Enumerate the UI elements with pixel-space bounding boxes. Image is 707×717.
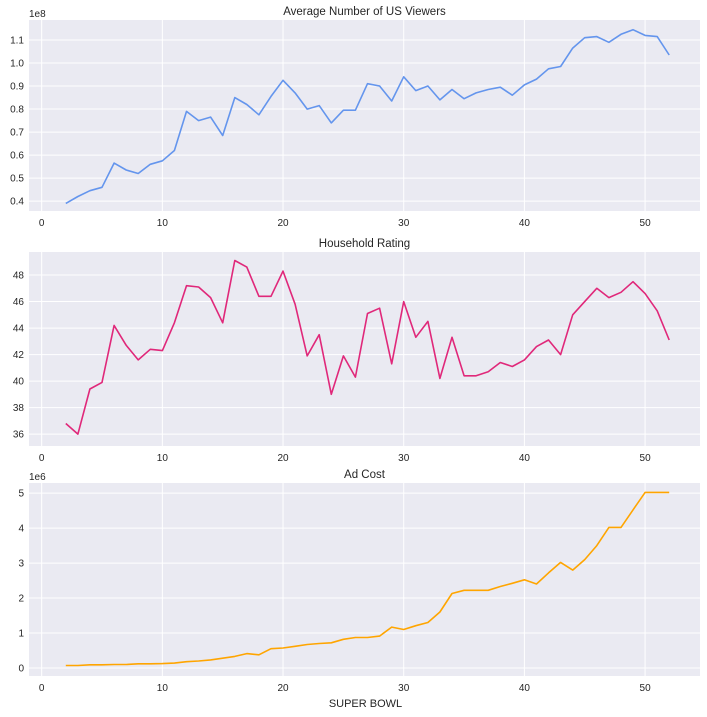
y-tick-label: 0.9 bbox=[10, 82, 24, 93]
x-tick-label: 40 bbox=[519, 453, 531, 464]
x-tick-label: 0 bbox=[39, 218, 45, 229]
chart-title: Average Number of US Viewers bbox=[283, 6, 446, 18]
y-tick-label: 0 bbox=[18, 663, 24, 674]
y-tick-label: 44 bbox=[13, 324, 25, 335]
x-axis-label: SUPER BOWL bbox=[329, 698, 402, 710]
y-tick-label: 4 bbox=[18, 524, 24, 535]
y-tick-label: 1.1 bbox=[10, 36, 24, 47]
x-tick-label: 40 bbox=[519, 218, 531, 229]
x-tick-label: 20 bbox=[277, 683, 289, 694]
x-tick-label: 30 bbox=[398, 683, 410, 694]
x-tick-label: 20 bbox=[277, 218, 289, 229]
series-line bbox=[65, 491, 670, 667]
y-tick-label: 38 bbox=[13, 403, 25, 414]
series-line bbox=[65, 259, 670, 435]
x-tick-label: 10 bbox=[157, 218, 169, 229]
x-tick-label: 0 bbox=[39, 683, 45, 694]
subplot-1: 0 10 20 30 40 50 0.4 0.5 0.6 0.7 0.8 0.9 1.0 1.1 Avera… bbox=[10, 6, 700, 229]
x-tick-label: 50 bbox=[640, 683, 652, 694]
x-tick-label: 40 bbox=[519, 683, 531, 694]
offset-label: 1e6 bbox=[29, 472, 46, 483]
y-tick-label: 0.5 bbox=[10, 174, 24, 185]
y-tick-label: 0.7 bbox=[10, 128, 24, 139]
x-tick-label: 50 bbox=[640, 453, 652, 464]
y-tick-label: 40 bbox=[13, 377, 25, 388]
x-tick-label: 30 bbox=[398, 218, 410, 229]
y-tick-label: 0.4 bbox=[10, 197, 24, 208]
x-tick-label: 50 bbox=[640, 218, 652, 229]
x-tick-label: 10 bbox=[157, 453, 169, 464]
plot-area bbox=[29, 20, 700, 211]
y-tick-label: 36 bbox=[13, 430, 25, 441]
plot-area bbox=[29, 483, 700, 676]
x-tick-label: 30 bbox=[398, 453, 410, 464]
y-tick-label: 3 bbox=[18, 559, 24, 570]
plot-area bbox=[29, 252, 700, 446]
y-tick-label: 5 bbox=[18, 489, 24, 500]
offset-label: 1e8 bbox=[29, 9, 46, 20]
chart-title: Ad Cost bbox=[344, 469, 386, 481]
subplot-2: 0 10 20 30 40 50 36 38 40 42 44 46 48 Household Ratin… bbox=[13, 238, 700, 464]
y-tick-label: 42 bbox=[13, 350, 25, 361]
subplot-3: 0 10 20 30 40 50 0 1 2 3 4 5 Ad Cost 1e6 SUPER BOWL bbox=[18, 469, 700, 710]
y-tick-label: 2 bbox=[18, 594, 24, 605]
chart-title: Household Rating bbox=[319, 238, 410, 250]
series-line bbox=[65, 28, 670, 205]
y-tick-label: 1 bbox=[18, 628, 24, 639]
y-tick-label: 1.0 bbox=[10, 59, 24, 70]
x-tick-label: 20 bbox=[277, 453, 289, 464]
y-tick-label: 46 bbox=[13, 297, 25, 308]
y-tick-label: 0.6 bbox=[10, 151, 24, 162]
y-tick-label: 0.8 bbox=[10, 105, 24, 116]
x-tick-label: 10 bbox=[157, 683, 169, 694]
x-tick-label: 0 bbox=[39, 453, 45, 464]
y-tick-label: 48 bbox=[13, 271, 25, 282]
